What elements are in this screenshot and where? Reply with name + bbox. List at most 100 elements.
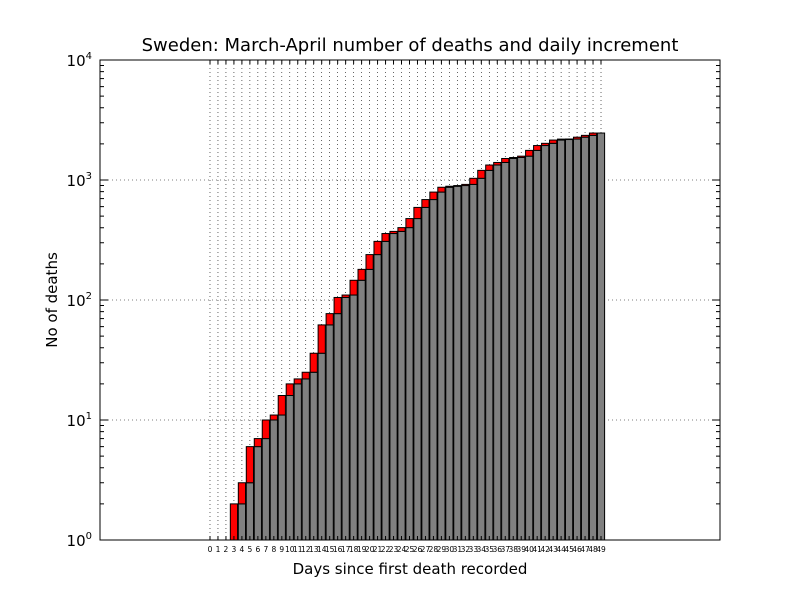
x-tick-label: 7 <box>263 545 268 554</box>
bar-increment <box>245 446 254 484</box>
x-tick-label: 32 <box>461 545 471 554</box>
bar-increment <box>301 371 310 380</box>
y-tick-label: 102 <box>67 291 92 310</box>
bar-increment <box>229 503 239 541</box>
bar-cumulative <box>429 199 438 541</box>
bar-cumulative <box>477 177 486 541</box>
x-tick-label: 4 <box>240 545 245 554</box>
bar-increment <box>381 233 390 242</box>
bar-increment <box>429 191 438 201</box>
x-tick-label: 30 <box>445 545 455 554</box>
bar-cumulative <box>445 186 454 541</box>
bar-increment <box>461 183 470 187</box>
bar-increment <box>588 132 598 136</box>
bar-cumulative <box>381 240 390 541</box>
bar-cumulative <box>572 138 582 541</box>
x-tick-label: 25 <box>405 545 415 554</box>
bar-increment <box>365 254 374 270</box>
x-tick-label: 1 <box>216 545 221 554</box>
bar-increment <box>349 279 358 296</box>
bar-cumulative <box>501 161 510 541</box>
bar-increment <box>541 142 550 147</box>
x-tick-label: 21 <box>373 545 383 554</box>
bar-cumulative <box>285 395 294 541</box>
bar-cumulative <box>525 155 534 541</box>
y-tick-base: 10 <box>67 532 86 550</box>
bar-cumulative <box>437 191 446 541</box>
bar-cumulative <box>453 185 462 541</box>
x-tick-label: 15 <box>325 545 335 554</box>
bar-cumulative <box>588 134 598 541</box>
bar-cumulative <box>237 503 247 541</box>
y-tick-base: 10 <box>67 172 86 190</box>
bar-increment <box>509 156 518 159</box>
x-tick-label: 6 <box>255 545 260 554</box>
bar-increment <box>285 383 294 397</box>
x-tick-label: 5 <box>247 545 252 554</box>
y-tick-base: 10 <box>67 52 86 70</box>
x-axis-label: Days since first death recorded <box>292 560 528 578</box>
bar-cumulative <box>389 233 398 541</box>
y-tick-label: 100 <box>67 531 92 550</box>
x-tick-label: 35 <box>485 545 495 554</box>
bars-layer <box>229 132 606 541</box>
bar-cumulative <box>301 378 310 541</box>
x-tick-label: 26 <box>413 545 423 554</box>
bar-increment <box>580 134 590 138</box>
x-tick-label: 23 <box>389 545 399 554</box>
bar-increment <box>277 395 286 416</box>
x-tick-label: 19 <box>357 545 367 554</box>
bar-cumulative <box>349 294 358 541</box>
bar-cumulative <box>421 206 430 541</box>
x-tick-label: 38 <box>508 545 518 554</box>
bar-cumulative <box>317 352 326 541</box>
x-tick-label: 49 <box>596 545 606 554</box>
bar-increment <box>309 352 318 373</box>
bar-increment <box>293 378 302 385</box>
x-tick-label: 27 <box>421 545 431 554</box>
x-tick-label: 47 <box>580 545 590 554</box>
x-tick-label: 17 <box>341 545 351 554</box>
y-tick-exponent: 0 <box>86 531 92 542</box>
x-tick-label: 9 <box>279 545 284 554</box>
bar-increment <box>421 199 430 208</box>
y-tick-label: 104 <box>67 51 92 70</box>
x-tick-label: 11 <box>293 545 303 554</box>
bar-increment <box>373 240 382 256</box>
bar-increment <box>453 185 462 187</box>
x-tick-label: 16 <box>333 545 343 554</box>
x-tick-label: 3 <box>232 545 237 554</box>
bar-cumulative <box>485 169 494 541</box>
x-tick-label: 40 <box>524 545 534 554</box>
bar-cumulative <box>325 324 334 541</box>
y-tick-exponent: 2 <box>86 291 92 302</box>
bar-cumulative <box>493 164 502 541</box>
bar-cumulative <box>277 414 286 541</box>
bar-increment <box>397 227 406 232</box>
bar-increment <box>477 169 486 179</box>
bar-increment <box>333 296 342 315</box>
bar-cumulative <box>413 218 422 541</box>
bar-increment <box>533 145 542 151</box>
bar-cumulative <box>293 383 302 541</box>
bar-increment <box>493 161 502 166</box>
bar-increment <box>317 324 326 354</box>
x-tick-label: 12 <box>301 545 311 554</box>
x-tick-label: 8 <box>271 545 276 554</box>
bar-increment <box>405 218 414 229</box>
bar-increment <box>261 419 270 440</box>
bar-increment <box>437 186 446 193</box>
bar-cumulative <box>261 438 270 541</box>
plot-frame <box>99 59 721 541</box>
bar-increment <box>413 206 422 220</box>
x-tick-label: 43 <box>548 545 558 554</box>
x-tick-label: 39 <box>516 545 526 554</box>
bar-increment <box>525 149 534 157</box>
x-tick-label: 22 <box>381 545 391 554</box>
bar-cumulative <box>549 142 558 541</box>
x-tick-label: 10 <box>285 545 295 554</box>
y-tick-exponent: 3 <box>86 171 92 182</box>
bar-increment <box>557 138 566 141</box>
bar-cumulative <box>397 230 406 541</box>
